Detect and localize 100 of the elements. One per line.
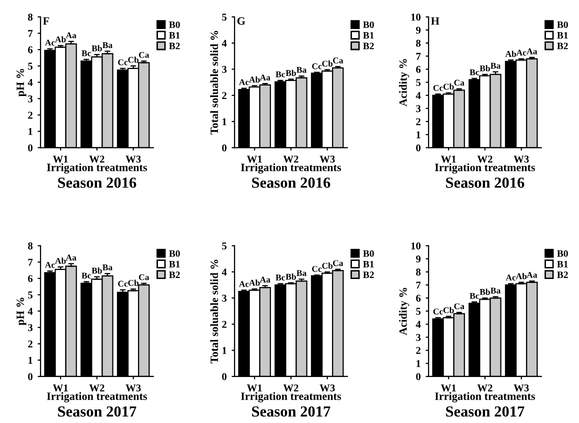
x-tick-label: W1 [52, 384, 68, 392]
x-tick-label: W3 [514, 156, 529, 163]
y-tick-label: 3 [28, 324, 33, 332]
y-tick-label: 1 [416, 131, 420, 138]
y-tick-label: 8 [416, 268, 421, 276]
y-tick-label: 3 [28, 95, 33, 102]
y-tick-label: 2 [222, 92, 226, 99]
y-tick-label: 6 [28, 46, 33, 54]
data-label: Ba [490, 62, 500, 69]
y-tick-label: 2 [28, 112, 32, 119]
data-label: Bb [480, 65, 490, 72]
data-label: Bb [92, 45, 102, 52]
x-tick-label: W2 [283, 384, 298, 392]
y-tick-label: 6 [28, 275, 33, 282]
data-label: Aa [526, 272, 538, 278]
y-axis-title: Total soluable solid % [210, 30, 218, 135]
legend-label: B1 [169, 260, 180, 268]
y-tick-label: 3 [416, 334, 421, 341]
y-tick-label: 8 [416, 40, 421, 47]
data-label: Ac [516, 50, 526, 56]
legend-label: B0 [169, 250, 180, 257]
data-label: Ac [238, 79, 249, 86]
y-tick-label: 5 [416, 79, 421, 86]
y-tick-label: 2 [222, 320, 226, 328]
data-label: Bc [82, 50, 92, 56]
data-label: Ac [44, 262, 55, 268]
legend-label: B0 [169, 21, 180, 28]
data-label: Ba [102, 264, 112, 270]
x-tick-label: W2 [283, 156, 298, 163]
y-tick-label: 5 [28, 62, 33, 70]
x-tick-label: W2 [89, 156, 104, 163]
x-tick-label: W3 [320, 156, 335, 163]
y-tick-label: 6 [416, 66, 421, 73]
y-tick-label: 5 [416, 308, 421, 315]
y-tick-label: 0 [28, 373, 32, 380]
y-axis-title: pH % [16, 68, 26, 97]
x-tick-label: W3 [320, 384, 335, 392]
y-tick-label: 1 [222, 118, 226, 126]
data-label: Ca [454, 80, 464, 86]
x-axis-title: Irrigation treatments [46, 163, 148, 174]
data-label: Ab [249, 76, 260, 83]
y-tick-label: 5 [222, 242, 227, 250]
data-label: Bb [92, 267, 102, 274]
text: Season 2016 [446, 178, 524, 188]
data-label: Ba [296, 270, 306, 276]
legend-label: B0 [557, 21, 568, 28]
y-axis-title: Total soluable solid % [210, 260, 218, 364]
data-label: Cc [118, 280, 128, 287]
data-label: Ba [490, 288, 500, 294]
y-tick-label: 7 [28, 30, 33, 37]
y-axis-title: Acidity % [399, 288, 410, 336]
data-label: Bb [480, 288, 490, 295]
data-label: Aa [260, 276, 270, 283]
legend-label: B0 [363, 250, 374, 257]
data-label: Cc [118, 59, 128, 66]
x-axis-title: Irrigation treatments [434, 392, 536, 402]
y-tick-label: 3 [416, 105, 421, 112]
data-label: Aa [260, 74, 270, 80]
legend-label: B1 [557, 260, 568, 268]
legend-label: B2 [169, 272, 180, 278]
data-label: Ab [55, 258, 66, 264]
data-label: Bc [276, 274, 286, 280]
y-tick-label: 4 [222, 40, 227, 47]
data-label: Ca [332, 58, 344, 64]
y-axis-title: Acidity % [399, 59, 410, 106]
y-tick-label: 0 [416, 373, 421, 380]
text: Season 2017 [446, 406, 524, 417]
x-axis-title: Irrigation treatments [46, 392, 148, 402]
y-tick-label: 4 [416, 92, 421, 99]
data-label: Ab [505, 50, 516, 57]
y-tick-label: 0 [222, 373, 227, 380]
y-tick-label: 8 [28, 242, 33, 250]
legend-label: B1 [557, 32, 568, 39]
data-label: Ba [296, 67, 306, 73]
data-label: Ca [138, 274, 150, 280]
legend-label: B1 [363, 32, 374, 39]
y-axis-title: pH % [16, 298, 26, 326]
x-tick-label: W2 [89, 384, 104, 392]
y-tick-label: 4 [28, 79, 33, 86]
y-tick-label: 1 [222, 347, 226, 354]
data-label: Ca [332, 260, 344, 266]
data-label: Cb [128, 56, 139, 63]
data-label: Cb [443, 83, 454, 90]
y-tick-label: 3 [222, 66, 227, 73]
y-tick-label: 0 [28, 144, 32, 152]
y-tick-label: 7 [416, 52, 421, 60]
x-tick-label: W1 [440, 384, 456, 392]
text: Season 2016 [58, 178, 136, 188]
y-tick-label: 4 [416, 320, 421, 328]
x-axis-title: Irrigation treatments [434, 163, 536, 174]
y-tick-label: 8 [28, 14, 33, 21]
data-label: Ca [138, 52, 150, 58]
annotation: H [431, 17, 440, 25]
y-tick-label: 10 [411, 242, 421, 250]
x-tick-label: W1 [52, 156, 68, 163]
y-tick-label: 7 [28, 258, 33, 266]
text: Season 2017 [252, 406, 330, 417]
x-tick-label: W1 [246, 384, 262, 392]
legend-label: B0 [557, 250, 568, 257]
y-tick-label: 7 [416, 282, 421, 289]
